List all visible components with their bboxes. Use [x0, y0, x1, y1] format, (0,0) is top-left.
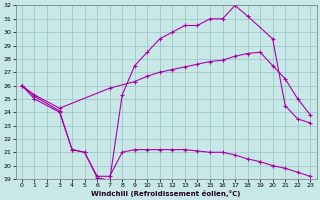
- X-axis label: Windchill (Refroidissement éolien,°C): Windchill (Refroidissement éolien,°C): [92, 190, 241, 197]
